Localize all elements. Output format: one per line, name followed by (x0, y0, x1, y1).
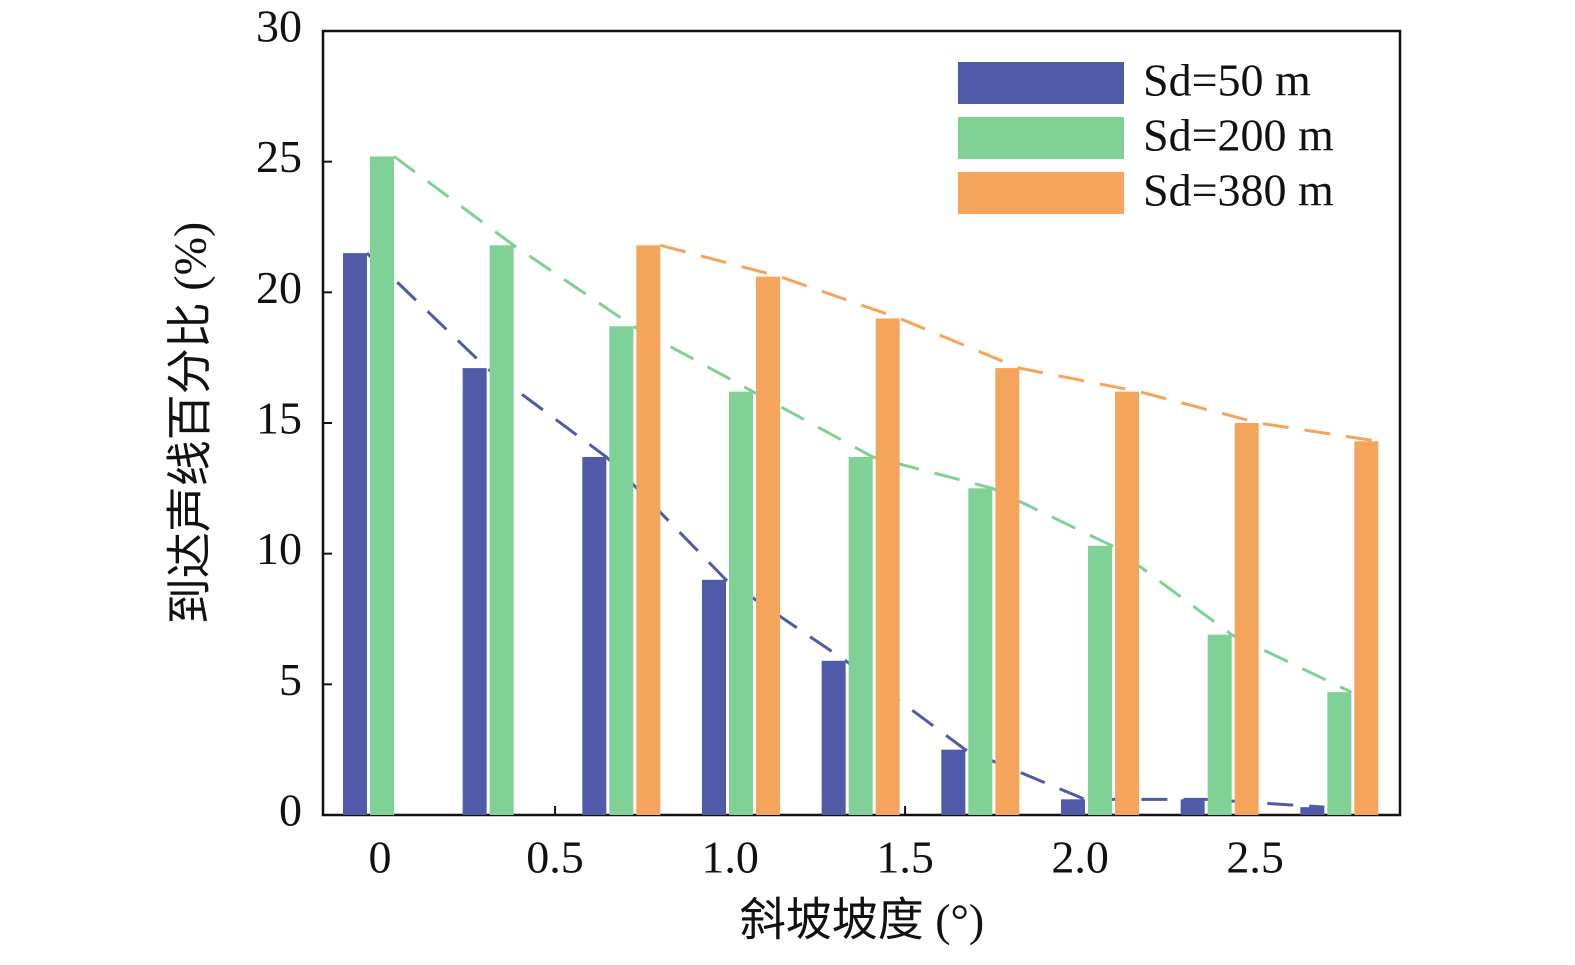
x-axis-label: 斜坡坡度 (°) (740, 895, 985, 946)
bar (702, 579, 726, 815)
bar (729, 391, 753, 815)
bar (756, 276, 780, 815)
legend-swatch (958, 172, 1124, 214)
bar (582, 456, 607, 815)
bar (636, 245, 661, 815)
bar (1180, 799, 1205, 815)
x-tick-label: 1.0 (701, 832, 759, 883)
bar (1327, 692, 1352, 815)
bar (995, 368, 1020, 815)
trend-line (659, 243, 1379, 443)
bar (1354, 441, 1379, 815)
legend-swatch (958, 62, 1124, 104)
bar (875, 318, 900, 815)
y-axis-label: 到达声线百分比 (%) (165, 222, 216, 624)
bar (1088, 545, 1112, 815)
bar (968, 488, 993, 815)
legend-label: Sd=200 m (1143, 110, 1334, 161)
legend-swatch (958, 117, 1124, 159)
bar (462, 368, 487, 815)
bar (343, 253, 367, 816)
y-tick-label: 10 (256, 523, 302, 574)
trend-line (365, 252, 1325, 809)
x-tick-label: 2.5 (1226, 832, 1284, 883)
bar (1061, 799, 1085, 815)
bar (821, 660, 846, 815)
bar (489, 245, 514, 815)
bar (370, 156, 394, 815)
y-tick-label: 15 (256, 393, 302, 444)
bar (941, 749, 966, 815)
bar (1115, 391, 1139, 815)
x-tick-label: 0 (369, 832, 392, 883)
y-tick-label: 5 (279, 654, 302, 705)
legend-label: Sd=380 m (1143, 165, 1334, 216)
bar (1234, 423, 1259, 815)
y-tick-label: 0 (279, 785, 302, 836)
y-tick-label: 30 (256, 1, 302, 52)
y-tick-label: 20 (256, 262, 302, 313)
x-tick-label: 2.0 (1051, 832, 1109, 883)
bar (609, 326, 634, 815)
trend-line (393, 155, 1352, 694)
y-tick-label: 25 (256, 131, 302, 182)
bar (848, 456, 873, 815)
x-tick-label: 0.5 (526, 832, 584, 883)
legend-label: Sd=50 m (1143, 55, 1311, 106)
bar (1300, 807, 1325, 815)
x-tick-label: 1.5 (876, 832, 934, 883)
bar (1207, 634, 1232, 815)
